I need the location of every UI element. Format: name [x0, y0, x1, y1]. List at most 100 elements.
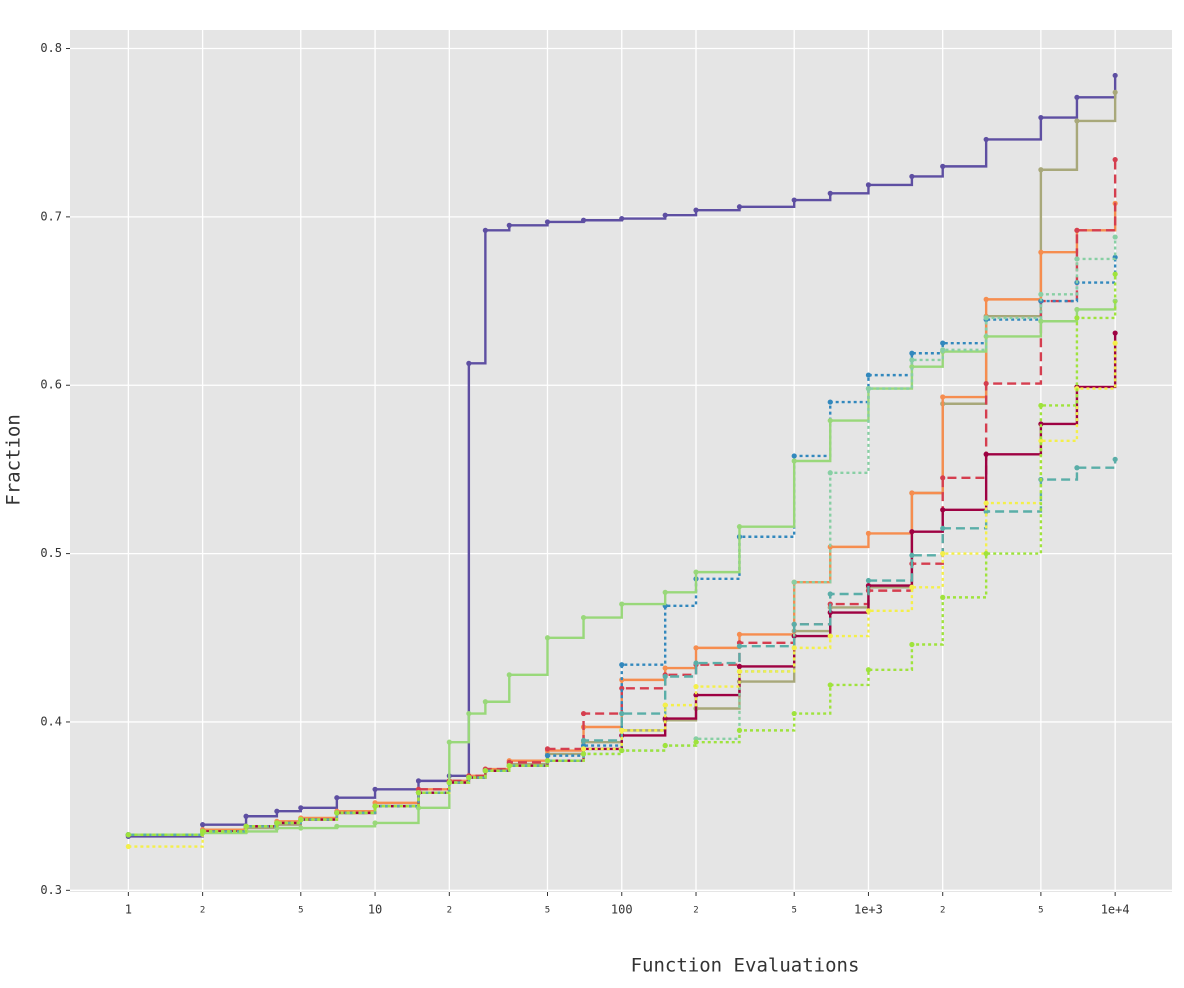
point: [415, 778, 422, 784]
point: [693, 569, 699, 575]
point: [983, 500, 989, 506]
x-tick-label: 5: [298, 906, 303, 916]
x-tick-label: 2: [693, 906, 698, 916]
point: [693, 684, 699, 690]
point: [415, 790, 422, 796]
x-tick-label: 1: [125, 903, 132, 917]
point: [1074, 227, 1080, 233]
y-tick-label: 0.4: [40, 714, 62, 728]
x-tick-label: 5: [545, 906, 550, 916]
point: [791, 645, 797, 651]
point: [983, 380, 989, 387]
point: [1038, 421, 1044, 427]
point: [827, 591, 833, 597]
point: [506, 763, 512, 769]
point: [1038, 291, 1044, 297]
point: [662, 665, 668, 671]
point: [736, 524, 743, 530]
point: [1074, 94, 1080, 100]
point: [1112, 271, 1118, 277]
point: [827, 682, 833, 688]
point: [1074, 256, 1080, 262]
point: [909, 350, 915, 356]
point: [909, 490, 915, 496]
x-tick-label: 100: [611, 903, 633, 917]
point: [274, 820, 280, 826]
point: [200, 822, 206, 828]
x-tick-label: 2: [940, 906, 945, 916]
point: [125, 843, 131, 850]
point: [544, 753, 551, 759]
point: [1074, 315, 1080, 321]
point: [415, 805, 422, 811]
point: [619, 685, 625, 691]
point: [909, 552, 915, 558]
point: [1038, 318, 1044, 324]
point: [865, 667, 872, 673]
point: [298, 825, 304, 831]
y-axis-title: Fraction: [3, 414, 25, 506]
point: [736, 204, 743, 210]
point: [243, 813, 249, 819]
point: [274, 808, 280, 814]
point: [909, 357, 915, 363]
point: [909, 584, 915, 590]
point: [298, 805, 304, 811]
point: [909, 529, 915, 535]
point: [940, 394, 946, 400]
x-tick-label: 2: [447, 906, 452, 916]
x-tick-label: 1e+3: [854, 903, 883, 917]
point: [1112, 89, 1118, 95]
point: [791, 710, 797, 717]
y-tick-label: 0.7: [40, 209, 62, 223]
point: [1038, 438, 1044, 444]
point: [909, 641, 915, 648]
point: [580, 710, 587, 717]
point: [909, 364, 915, 370]
y-tick-label: 0.5: [40, 546, 62, 560]
point: [940, 525, 946, 531]
point: [580, 614, 587, 621]
x-tick-label: 10: [368, 903, 382, 917]
point: [693, 645, 699, 651]
point: [580, 737, 587, 744]
point: [619, 662, 625, 668]
point: [662, 673, 668, 680]
point: [693, 692, 699, 698]
point: [791, 197, 797, 203]
point: [1112, 234, 1118, 240]
point: [506, 672, 512, 678]
point: [983, 508, 989, 515]
point: [544, 219, 551, 225]
x-axis-title: Function Evaluations: [631, 955, 860, 977]
x-tick-label: 1e+4: [1101, 903, 1130, 917]
point: [1038, 114, 1044, 121]
point: [865, 182, 872, 188]
point: [940, 594, 946, 600]
point: [791, 579, 797, 585]
point: [482, 699, 488, 705]
point: [1074, 306, 1080, 313]
point: [482, 227, 488, 233]
point: [466, 774, 472, 781]
point: [791, 453, 797, 459]
point: [200, 828, 206, 834]
point: [983, 136, 989, 143]
point: [791, 621, 797, 627]
point: [1074, 465, 1080, 471]
point: [1038, 402, 1044, 409]
point: [662, 589, 668, 595]
point: [1112, 330, 1118, 336]
point: [865, 608, 872, 614]
point: [506, 222, 512, 228]
point: [983, 296, 989, 302]
point: [334, 795, 340, 801]
point: [580, 217, 587, 223]
point: [1038, 249, 1044, 255]
point: [1112, 340, 1118, 346]
point: [693, 739, 699, 745]
point: [1074, 118, 1080, 124]
point: [372, 803, 378, 809]
point: [619, 747, 625, 754]
